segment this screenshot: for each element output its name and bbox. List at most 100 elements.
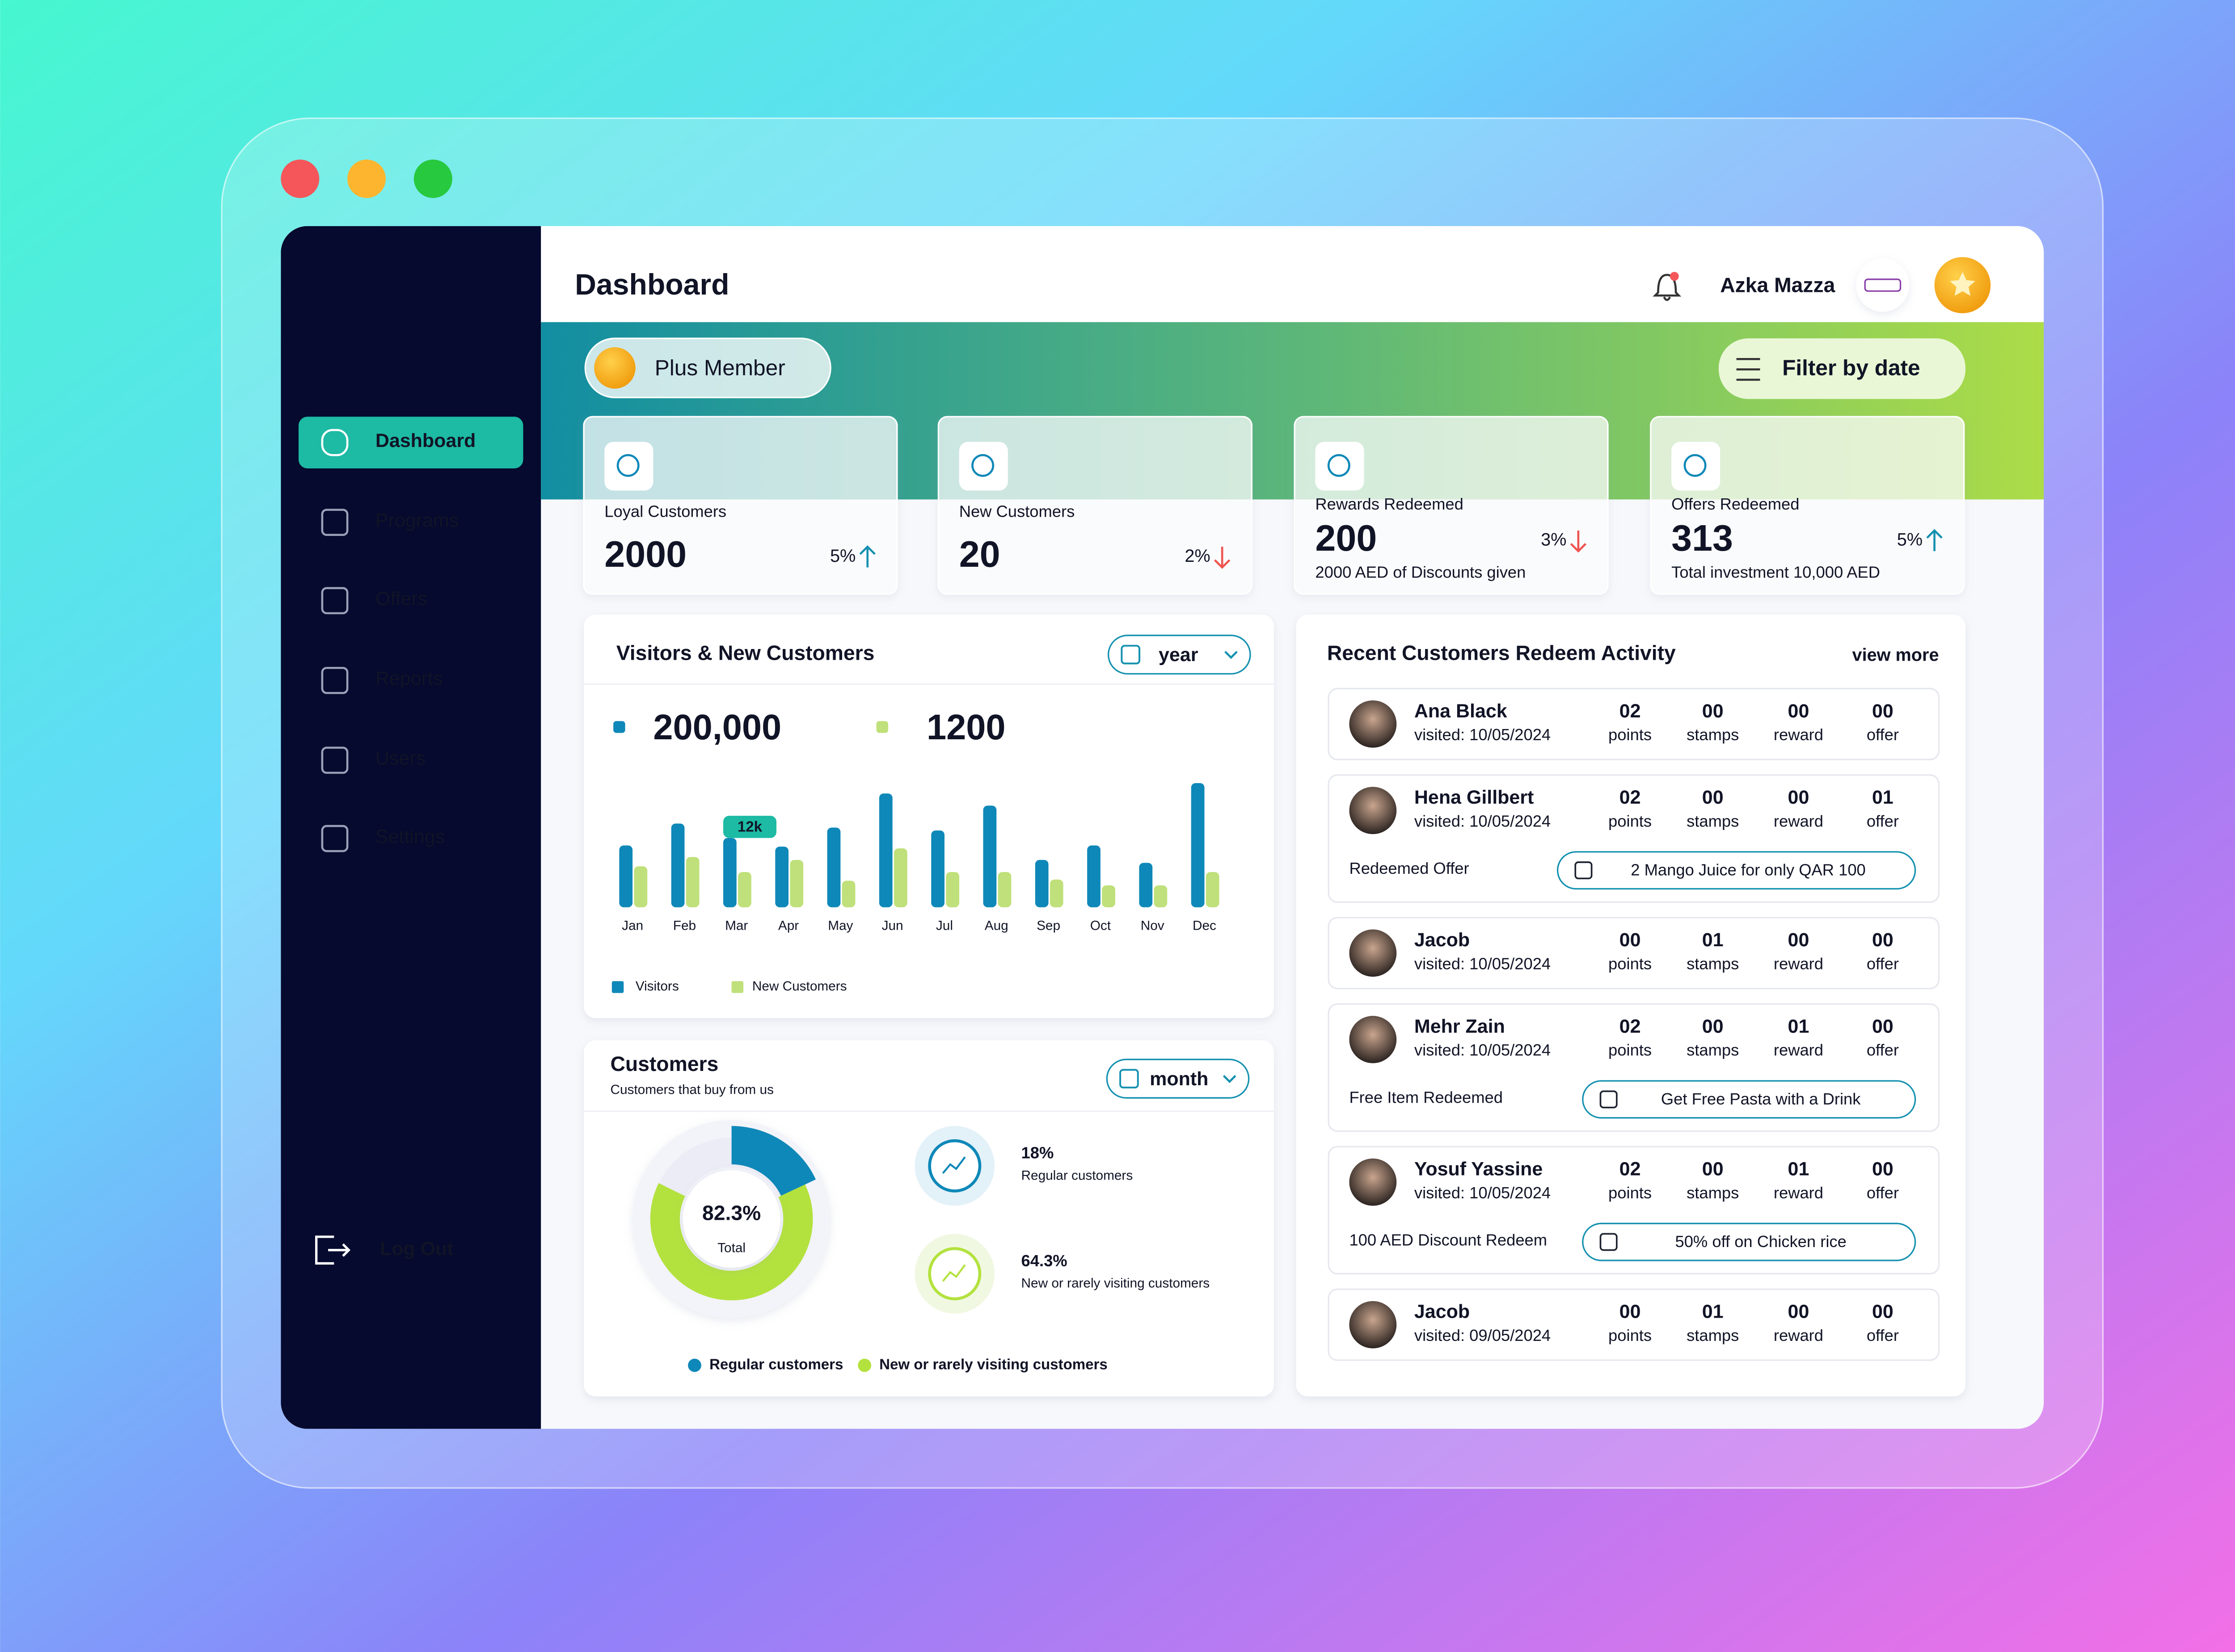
metric-label: points — [1608, 1184, 1652, 1202]
topbar — [541, 226, 2044, 322]
stat-change: 5% — [1897, 530, 1923, 549]
x-tick-label: Nov — [1141, 919, 1164, 933]
customer-name: Yosuf Yassine — [1414, 1159, 1543, 1180]
metric-label: points — [1608, 1326, 1652, 1344]
x-tick-label: Jul — [936, 919, 953, 933]
view-more[interactable]: view more — [1852, 645, 1939, 665]
menu-icon — [321, 429, 349, 456]
bar — [1087, 845, 1101, 907]
metric-value: 00 — [1788, 929, 1809, 951]
x-tick-label: Feb — [673, 919, 696, 933]
legend-label: Visitors — [636, 979, 679, 994]
stat-label: Offers Redeemed — [1671, 495, 1799, 513]
metric-label: offer — [1867, 1326, 1899, 1344]
close-button[interactable] — [281, 160, 320, 198]
stat-value: 200 — [1315, 517, 1377, 559]
chevron — [1223, 1075, 1236, 1083]
activity-row — [1328, 687, 1940, 760]
bar — [1035, 860, 1049, 907]
menu-icon — [321, 746, 349, 774]
metric-value: 00 — [1788, 1301, 1809, 1323]
menu-active-bg[interactable] — [298, 417, 523, 468]
stat-label: Rewards Redeemed — [1315, 495, 1463, 513]
metric-label: points — [1608, 954, 1652, 973]
metric-label: reward — [1774, 1184, 1823, 1202]
metric-value: 00 — [1702, 1159, 1724, 1180]
metric-label: reward — [1774, 954, 1823, 973]
logout[interactable]: Log Out — [380, 1238, 454, 1260]
metric-label: stamps — [1687, 1184, 1739, 1202]
stat-icon-glyph — [1683, 454, 1707, 477]
stat-card — [1294, 416, 1609, 595]
bell-icon[interactable] — [1653, 274, 1682, 301]
segment-value: 18% — [1021, 1144, 1054, 1162]
chevron — [1224, 651, 1238, 659]
stat-change: 3% — [1541, 530, 1566, 549]
stat-value: 313 — [1671, 517, 1733, 559]
metric-value: 00 — [1788, 700, 1809, 722]
menu-item[interactable]: Dashboard — [375, 430, 476, 451]
x-tick-label: Jan — [622, 919, 643, 933]
metric-value: 01 — [1872, 787, 1893, 808]
panel-title: Recent Customers Redeem Activity — [1327, 641, 1676, 665]
panel-title: Customers — [611, 1052, 719, 1075]
avatar — [1349, 787, 1397, 834]
donut-total-label: Total — [717, 1240, 746, 1255]
bar — [827, 827, 841, 907]
metric-label: offer — [1867, 1184, 1899, 1202]
redeem-pill — [1582, 1080, 1916, 1119]
menu-item[interactable]: Offers — [375, 588, 427, 610]
metric-label: offer — [1867, 1041, 1899, 1059]
menu-item[interactable]: Reports — [375, 668, 443, 689]
avatar — [1349, 700, 1397, 748]
legend-swatch — [876, 721, 889, 733]
period-select[interactable] — [1106, 1058, 1250, 1099]
filter-button[interactable] — [1718, 338, 1966, 399]
stat-card — [583, 416, 898, 595]
metric-value: 01 — [1788, 1016, 1809, 1037]
trend-arrow — [1214, 547, 1231, 569]
maximize-button[interactable] — [413, 160, 452, 198]
bar — [983, 805, 997, 907]
value-label: 12k — [738, 818, 763, 835]
menu-item[interactable]: Programs — [375, 510, 459, 531]
membership-pill — [584, 337, 831, 398]
metric-value: 00 — [1872, 1301, 1893, 1323]
metric-label: reward — [1774, 812, 1823, 830]
minimize-button[interactable] — [347, 160, 386, 198]
metric-value: 00 — [1702, 1016, 1724, 1037]
brand-logo[interactable] — [1856, 258, 1910, 312]
metric-value: 02 — [1619, 700, 1641, 722]
avatar — [1349, 1301, 1397, 1349]
period-select[interactable] — [1107, 634, 1251, 675]
bar — [1206, 872, 1219, 907]
customer-name: Ana Black — [1414, 700, 1507, 722]
period: month — [1150, 1068, 1208, 1090]
metric-label: points — [1608, 1041, 1652, 1059]
bar — [894, 848, 907, 907]
legend-label: New or rarely visiting customers — [879, 1356, 1108, 1373]
calendar-icon — [1121, 645, 1141, 665]
avatar — [1349, 929, 1397, 977]
menu-item[interactable]: Users — [375, 748, 426, 769]
segment-name: New or rarely visiting customers — [1021, 1276, 1210, 1291]
metric-value: 02 — [1619, 1016, 1641, 1037]
metric-label: reward — [1774, 725, 1823, 744]
metric-label: reward — [1774, 1326, 1823, 1344]
metric-label: reward — [1774, 1041, 1823, 1059]
bar — [723, 838, 737, 907]
donut-segment — [650, 1183, 813, 1301]
stat-label: Loyal Customers — [604, 502, 726, 521]
metric-value: 00 — [1619, 1301, 1641, 1323]
menu-item[interactable]: Settings — [375, 826, 445, 847]
bar — [879, 793, 893, 907]
redeem-icon — [1574, 861, 1593, 880]
x-tick-label: Aug — [985, 919, 1008, 933]
metric-label: stamps — [1687, 812, 1739, 830]
bar — [634, 866, 648, 907]
redeem-label: Redeemed Offer — [1349, 859, 1469, 877]
logout-icon — [315, 1235, 351, 1265]
trend-glyph — [942, 1156, 966, 1174]
